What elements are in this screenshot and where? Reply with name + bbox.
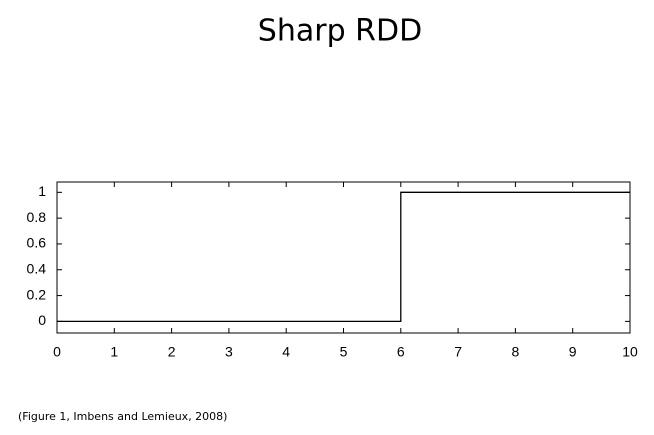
- x-tick-label: 10: [622, 344, 638, 360]
- y-tick-label: 0.2: [27, 286, 47, 302]
- y-tick-label: 0.4: [27, 260, 47, 276]
- chart-title: Sharp RDD: [258, 14, 422, 49]
- x-tick-label: 2: [168, 344, 176, 360]
- y-tick-label: 1: [38, 183, 46, 199]
- x-tick-label: 1: [110, 344, 118, 360]
- caption: (Figure 1, Imbens and Lemieux, 2008): [18, 410, 227, 423]
- x-tick-label: 9: [569, 344, 577, 360]
- x-tick-label: 4: [282, 344, 290, 360]
- y-tick-label: 0: [38, 312, 46, 328]
- x-tick-label: 3: [225, 344, 233, 360]
- plot-frame: [56, 181, 631, 334]
- data-line: [57, 191, 630, 323]
- y-tick-label: 0.6: [27, 235, 47, 251]
- x-tick-label: 6: [397, 344, 405, 360]
- x-tick-label: 8: [512, 344, 520, 360]
- x-tick-label: 5: [340, 344, 348, 360]
- x-tick-label: 7: [454, 344, 462, 360]
- x-tick-label: 0: [53, 344, 61, 360]
- y-tick-label: 0.8: [27, 209, 47, 225]
